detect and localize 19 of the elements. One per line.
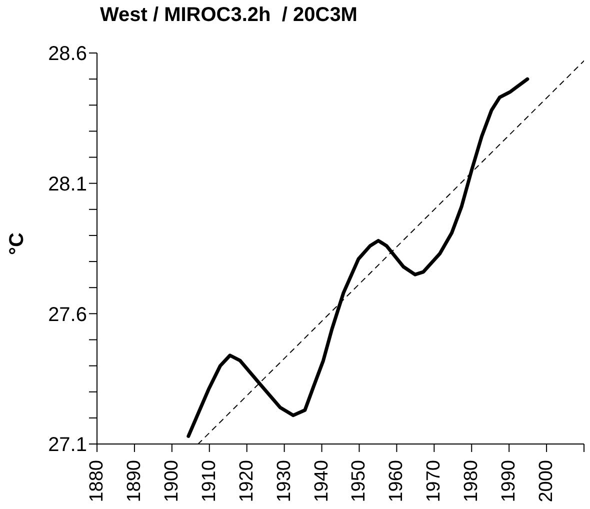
- x-tick-label: 1900: [161, 460, 182, 502]
- x-tick-label: 1970: [424, 460, 445, 502]
- x-tick-label: 1940: [311, 460, 332, 502]
- x-tick-label: 1980: [461, 460, 482, 502]
- x-tick-label: 1930: [274, 460, 295, 502]
- x-tick-label: 1910: [198, 460, 220, 502]
- x-tick-label: 2000: [536, 460, 558, 502]
- x-tick-label: 1920: [236, 460, 258, 502]
- y-tick-label: 28.1: [48, 173, 87, 196]
- x-tick-label: 1880: [86, 460, 108, 502]
- y-tick-label: 28.6: [48, 43, 87, 66]
- x-tick-label: 1990: [498, 460, 520, 502]
- y-axis-title: °C: [6, 232, 28, 255]
- chart-title: West / MIROC3.2h / 20C3M: [100, 4, 358, 27]
- y-tick-label: 27.6: [48, 304, 87, 326]
- y-tick-label: 27.1: [48, 434, 87, 456]
- x-tick-label: 1950: [348, 460, 370, 502]
- x-tick-label: 1960: [386, 460, 408, 502]
- x-tick-label: 1890: [124, 460, 145, 502]
